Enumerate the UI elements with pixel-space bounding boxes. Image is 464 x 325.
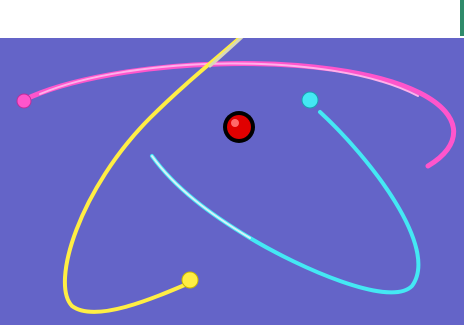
yellow-orbit-fade [208,38,244,68]
top-white-strip [0,0,464,38]
yellow-orbit-trail [63,38,243,314]
pink-orbit-trail-highlight [39,62,419,97]
scene-background [0,38,464,325]
yellow-electron [181,271,199,289]
atom-orbit-scene [0,38,464,325]
pink-electron [16,93,32,109]
cyan-electron [301,91,319,109]
window-edge-strip [460,0,464,36]
cyan-orbit-fade [151,155,251,239]
nucleus-highlight [231,119,239,127]
nucleus [227,115,251,139]
